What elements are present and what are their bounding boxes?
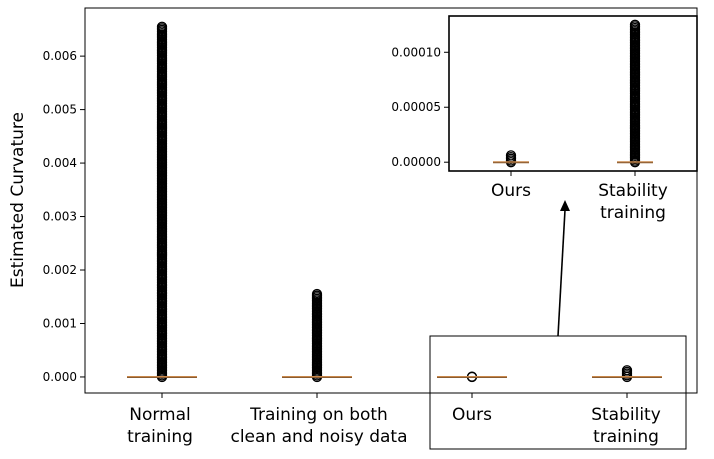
main-boxes bbox=[127, 21, 662, 383]
main-category-label: Ours bbox=[452, 405, 492, 425]
main-y-ticks: 0.000 0.001 0.002 0.003 0.004 0.005 0.006 bbox=[43, 49, 85, 384]
inset-y-ticks: 0.00000 0.00005 0.00010 bbox=[391, 45, 449, 169]
inset-background bbox=[449, 16, 697, 171]
main-y-tick-label: 0.004 bbox=[43, 156, 77, 170]
main-y-tick-label: 0.005 bbox=[43, 103, 77, 117]
main-axes-frame bbox=[84, 7, 698, 394]
main-y-tick-label: 0.001 bbox=[43, 316, 77, 330]
zoom-arrow-head bbox=[560, 200, 570, 211]
inset-category-label-line2: training bbox=[600, 203, 666, 223]
zoom-arrow-line bbox=[557, 209, 566, 337]
main-category-label: Stability bbox=[591, 405, 661, 425]
main-category-label-line2: training bbox=[127, 427, 193, 447]
main-category-label: Normal bbox=[129, 405, 191, 425]
main-category-label-line2: training bbox=[593, 427, 659, 447]
main-y-tick-label: 0.003 bbox=[43, 210, 77, 224]
main-y-tick-label: 0.000 bbox=[43, 370, 77, 384]
inset-axes-frame bbox=[448, 15, 698, 172]
y-axis-label: Estimated Curvature bbox=[8, 112, 28, 288]
main-category-label-line2: clean and noisy data bbox=[230, 427, 407, 447]
inset-y-tick-label: 0.00005 bbox=[391, 100, 441, 114]
main-y-tick-label: 0.002 bbox=[43, 263, 77, 277]
inset-category-label: Stability bbox=[598, 181, 668, 201]
inset-category-label: Ours bbox=[491, 181, 531, 201]
inset-y-tick-label: 0.00000 bbox=[391, 155, 441, 169]
main-y-tick-label: 0.006 bbox=[43, 49, 77, 63]
main-category-label: Training on both bbox=[249, 405, 388, 425]
inset-boxes bbox=[493, 19, 653, 168]
inset-y-tick-label: 0.00010 bbox=[391, 45, 441, 59]
